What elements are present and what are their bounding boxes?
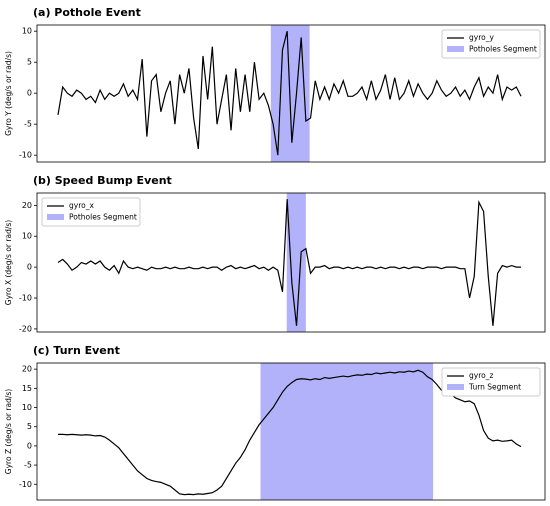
panel-title: (b) Speed Bump Event [33, 174, 172, 187]
y-tick-label: 20 [22, 201, 32, 210]
y-tick-label: -5 [24, 120, 32, 129]
y-tick-label: 5 [27, 58, 32, 67]
axes-frame [36, 362, 546, 501]
legend-label: gyro_y [469, 33, 494, 42]
axes-frame [36, 24, 546, 163]
y-tick-label: 10 [22, 27, 32, 36]
y-tick-label: 0 [27, 441, 32, 450]
y-tick-label: 10 [22, 232, 32, 241]
segment-span [286, 193, 306, 332]
y-axis-label: Gyro X (deg/s or rad/s) [4, 220, 13, 305]
legend-label: gyro_z [469, 371, 493, 380]
y-tick-label: 5 [27, 422, 32, 431]
y-axis-label: Gyro Y (deg/s or rad/s) [4, 51, 13, 136]
y-tick-label: 0 [27, 89, 32, 98]
data-line [57, 31, 522, 156]
y-tick-label: -20 [19, 324, 32, 333]
y-tick-label: 10 [22, 403, 32, 412]
axes-frame [36, 192, 546, 333]
legend-swatch [47, 214, 64, 220]
y-axis-label: Gyro Z (deg/s or rad/s) [4, 389, 13, 474]
y-tick-label: -10 [19, 151, 32, 160]
legend-box [441, 29, 541, 59]
y-tick-label: 20 [22, 365, 32, 374]
y-tick-label: -10 [19, 294, 32, 303]
legend-box [41, 197, 141, 227]
legend-label: gyro_x [69, 201, 94, 210]
data-line [57, 199, 521, 326]
legend-label: Potholes Segment [69, 213, 137, 222]
legend-label: Potholes Segment [469, 45, 537, 54]
legend-label: Turn Segment [468, 383, 521, 392]
legend-swatch [447, 384, 464, 390]
legend-box [441, 367, 541, 397]
y-tick-label: -5 [24, 461, 32, 470]
y-tick-label: 15 [22, 384, 32, 393]
panel-title: (a) Pothole Event [33, 6, 141, 19]
segment-span [260, 363, 434, 500]
y-tick-label: -10 [19, 480, 32, 489]
legend-swatch [447, 46, 464, 52]
panel-title: (c) Turn Event [33, 344, 120, 357]
y-tick-label: 0 [27, 263, 32, 272]
